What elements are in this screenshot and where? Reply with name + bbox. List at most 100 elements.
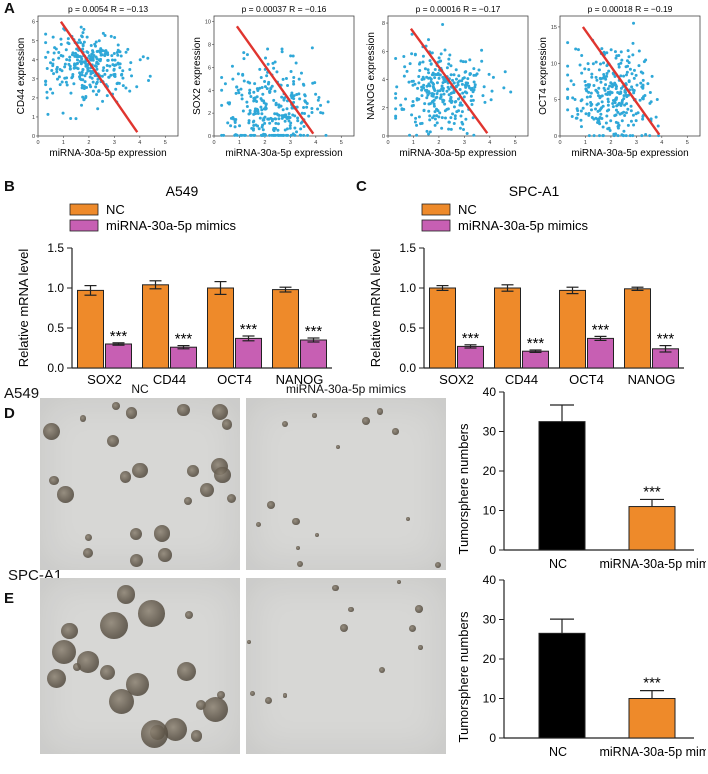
scatter-point: [124, 86, 128, 90]
scatter-point: [425, 90, 429, 94]
tumorsphere: [378, 666, 386, 673]
scatter-point: [629, 104, 633, 108]
scatter-point: [324, 133, 328, 137]
tumorsphere: [214, 466, 231, 484]
scatter-point: [248, 109, 252, 113]
scatter-point: [236, 72, 240, 76]
scatter-point: [573, 98, 577, 102]
scatter-point: [453, 100, 457, 104]
x-tick-label: OCT4: [217, 372, 252, 387]
scatter-point: [270, 133, 274, 137]
scatter-point: [292, 76, 296, 80]
scatter-point: [274, 117, 278, 121]
scatter-point: [615, 54, 619, 58]
scatter-point: [97, 39, 101, 43]
scatter-point: [238, 124, 242, 128]
scatter-point: [600, 47, 604, 51]
scatter-point: [590, 75, 594, 79]
y-tick-label: 0.0: [399, 361, 416, 375]
scatter-point: [443, 109, 447, 113]
scatter-point: [60, 69, 64, 73]
scatter-point: [614, 56, 618, 60]
scatter-point: [230, 64, 234, 68]
scatter-point: [425, 96, 429, 100]
scatter-point: [80, 103, 84, 107]
y-tick-label: 8: [382, 21, 385, 27]
tumorsphere: [408, 624, 416, 632]
scatter-point: [447, 127, 451, 131]
scatter-point: [632, 68, 636, 72]
scatter-point: [608, 128, 612, 132]
scatter-point: [597, 86, 601, 90]
scatter-point: [635, 83, 639, 87]
scatter-point: [622, 74, 626, 78]
scatter-point: [248, 91, 252, 95]
scatter-point: [268, 121, 272, 125]
scatter-point: [626, 107, 630, 111]
bar-nc: [207, 287, 234, 369]
scatter-point: [288, 126, 292, 130]
scatter-point: [280, 47, 284, 51]
y-axis-label: OCT4 expression: [538, 37, 549, 115]
scatter-point: [656, 124, 660, 128]
scatter-point: [83, 61, 87, 65]
scatter-point: [121, 69, 125, 73]
scatter-point: [452, 121, 456, 125]
scatter-point: [422, 86, 426, 90]
y-tick-label: 5: [554, 98, 557, 104]
scatter-point: [449, 116, 453, 120]
scatter-point: [239, 87, 243, 91]
scatter-point: [258, 67, 262, 71]
scatter-point: [587, 134, 591, 138]
scatter-point: [606, 90, 610, 94]
bar-mimic: [457, 345, 484, 369]
scatter-point: [440, 116, 444, 120]
photo-title-mimic-d: miRNA-30a-5p mimics: [285, 382, 407, 396]
scatter-point: [605, 51, 609, 55]
tumorsphere: [200, 483, 215, 498]
scatter-point: [82, 40, 86, 44]
tumorsphere: [292, 517, 301, 526]
scatter-point: [394, 107, 398, 111]
scatter-point: [431, 71, 435, 75]
scatter-point: [417, 62, 421, 66]
tumorsphere: [107, 434, 120, 447]
scatter-point: [310, 110, 314, 114]
tumorsphere: [418, 645, 423, 650]
tumorsphere: [176, 661, 196, 681]
scatter-point: [459, 114, 463, 118]
scatter-point: [57, 56, 61, 60]
scatter-point: [233, 120, 237, 124]
scatter-point: [94, 40, 98, 44]
scatter-point: [613, 50, 617, 54]
y-tick-label: 0.5: [47, 321, 64, 335]
legend-label: miRNA-30a-5p mimics: [106, 218, 237, 233]
x-tick-label: 0: [558, 140, 561, 146]
photo-row-label-a549: A549: [4, 385, 40, 402]
scatter-point: [103, 33, 107, 37]
scatter-point: [466, 81, 470, 85]
scatter-point: [399, 103, 403, 107]
scatter-point: [421, 54, 425, 58]
significance-mark: ***: [527, 335, 545, 352]
scatter-point: [440, 84, 444, 88]
scatter-point: [447, 120, 451, 124]
tumorsphere-photo-spca1-nc: [40, 578, 240, 754]
scatter-point: [272, 66, 276, 70]
scatter-point: [415, 123, 419, 127]
tumorsphere: [129, 527, 143, 541]
scatter-point: [249, 133, 253, 137]
scatter-point: [454, 68, 458, 72]
x-tick-label: 5: [164, 140, 167, 146]
scatter-point: [75, 55, 79, 59]
scatter-point: [303, 112, 307, 116]
scatter-point: [637, 49, 641, 53]
tumorsphere: [266, 501, 275, 510]
scatter-point: [630, 72, 634, 76]
scatter-point: [97, 89, 101, 93]
scatter-point: [433, 67, 437, 71]
scatter-point: [263, 80, 267, 84]
x-tick-label: 2: [263, 140, 266, 146]
tumorsphere-photo-spca1-mimics: [246, 578, 446, 754]
scatter-point: [628, 134, 632, 138]
